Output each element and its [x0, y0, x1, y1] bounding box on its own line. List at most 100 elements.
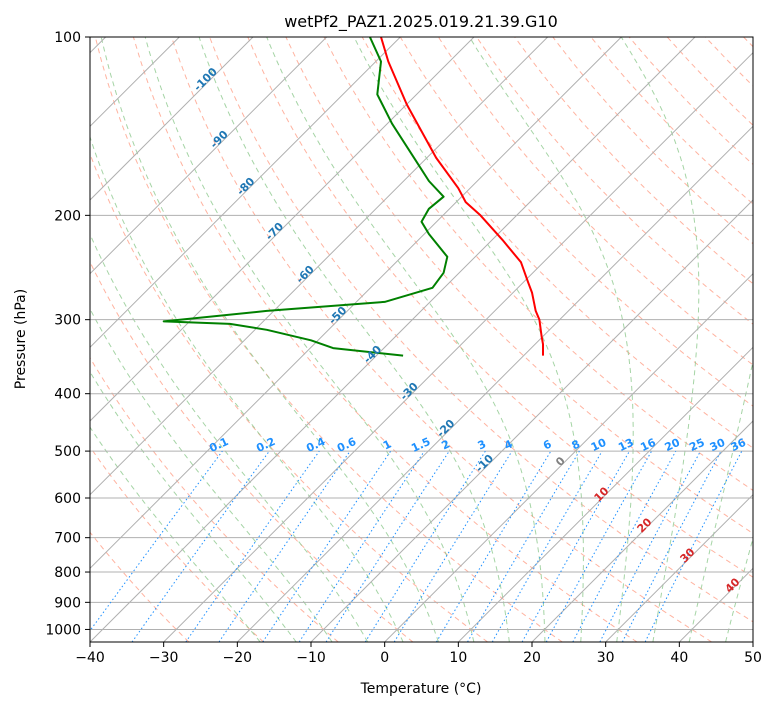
x-axis-ticks: −40 −30 −20 −10 0 10 20 30 40 50: [75, 642, 762, 666]
dry-adiabat: [704, 37, 753, 87]
x-tick-label: 50: [744, 650, 762, 666]
mixing-ratio-line: [218, 450, 351, 642]
mixing-ratio-label: 10: [589, 436, 609, 454]
dry-adiabat: [209, 37, 753, 623]
isotherm: [90, 37, 401, 349]
mixing-ratio-label: 0.1: [207, 435, 230, 455]
isotherm: [605, 493, 753, 642]
moist-adiabat: [725, 536, 753, 642]
dry-adiabat: [399, 37, 753, 407]
moist-adiabat: [90, 426, 261, 642]
x-tick-label: −10: [296, 650, 326, 666]
isotherm-label: -70: [263, 220, 286, 243]
isotherm: [236, 125, 753, 642]
isotherm-label: -50: [326, 304, 349, 327]
moist-adiabat: [100, 37, 439, 642]
mixing-ratio-line: [325, 450, 450, 642]
isotherm-label: -100: [191, 65, 220, 94]
mixing-ratio-line: [90, 450, 223, 632]
mixing-ratio-line: [393, 450, 513, 642]
dry-adiabat: [476, 37, 753, 325]
mixing-ratio-label: 6: [541, 437, 554, 452]
dry-adiabat: [90, 356, 339, 642]
y-tick-label: 1000: [45, 622, 81, 638]
reference-line-labels: 0.1 0.2 0.4 0.6 1 1.5 2 3 4 6 8 10 13 16 20 25 30 36-100-…: [191, 65, 748, 596]
isotherm: [384, 272, 753, 642]
isotherm: [90, 37, 549, 496]
isotherm: [90, 37, 254, 201]
moist-adiabat-label: 40: [723, 575, 743, 595]
mixing-ratio-line: [521, 450, 630, 642]
dry-adiabat: [247, 37, 753, 578]
profile-series: [162, 37, 544, 357]
chart-title: wetPf2_PAZ1.2025.019.21.39.G10: [284, 12, 558, 32]
moist-adiabat: [353, 37, 584, 642]
isotherm: [310, 199, 753, 642]
mixing-ratio-label: 0.2: [254, 435, 277, 455]
mixing-ratio-label: 1: [381, 437, 393, 452]
mixing-ratio-label: 30: [708, 436, 728, 454]
dry-adiabat: [90, 531, 190, 642]
x-tick-label: 0: [380, 650, 389, 666]
moist-adiabat-label: 20: [635, 515, 655, 535]
isotherm-label: -10: [473, 452, 496, 475]
dry-adiabat: [132, 37, 638, 642]
x-tick-label: 40: [670, 650, 688, 666]
mixing-ratio-label: 0.4: [304, 435, 327, 455]
y-tick-label: 900: [54, 595, 81, 611]
x-tick-label: 30: [597, 650, 615, 666]
isotherm: [90, 37, 475, 422]
mixing-ratio-label: 20: [663, 436, 683, 454]
plot-area: 0.1 0.2 0.4 0.6 1 1.5 2 3 4 6 8 10 13 16 20 25 30 36-100-…: [90, 37, 753, 642]
isotherm: [90, 37, 696, 642]
isotherm: [90, 37, 328, 275]
mixing-ratio-line: [364, 450, 486, 642]
moist-adiabat: [90, 135, 404, 642]
isotherm: [163, 51, 753, 642]
mixing-ratio-line: [131, 450, 270, 642]
plot-frame: [89, 36, 754, 643]
mixing-ratio-label: 36: [729, 436, 749, 454]
y-tick-label: 800: [54, 565, 81, 581]
mixing-ratio-label: 0.6: [335, 435, 358, 455]
x-tick-label: 10: [449, 650, 467, 666]
moist-adiabat: [688, 358, 753, 642]
dry-adiabat: [514, 37, 753, 285]
y-tick-label: 600: [54, 491, 81, 507]
mixing-ratio-label: 3: [476, 437, 488, 452]
y-tick-label: 200: [54, 208, 81, 224]
dry-adiabat: [171, 37, 712, 642]
dry-adiabat: [743, 37, 753, 48]
isotherm: [90, 37, 622, 570]
y-tick-label: 300: [54, 313, 81, 329]
dry-adiabat: [552, 37, 753, 245]
mixing-ratio-line: [644, 450, 743, 642]
x-tick-label: 20: [523, 650, 541, 666]
y-tick-label: 100: [54, 30, 81, 46]
moist-adiabat: [90, 308, 333, 642]
dry-adiabat: [361, 37, 753, 449]
y-axis-label: Pressure (hPa): [13, 289, 29, 389]
mixing-ratio-line: [435, 450, 552, 642]
dewpoint-profile-line: [162, 37, 449, 357]
isotherm-label: -40: [361, 343, 384, 366]
isotherm: [752, 641, 753, 642]
isotherm-label: -60: [294, 263, 317, 286]
dry-adiabat: [90, 260, 414, 642]
mixing-ratio-label: 25: [687, 436, 706, 454]
background-reference-lines: [90, 37, 753, 642]
y-tick-label: 700: [54, 531, 81, 547]
mixing-ratio-line: [545, 450, 653, 642]
y-axis-ticks: 100 200 300 400 500 600 700 800 900 1000: [45, 30, 90, 638]
dry-adiabat: [90, 446, 264, 642]
moist-adiabat: [90, 232, 369, 642]
mixing-ratio-label: 16: [638, 436, 658, 454]
mixing-ratio-label: 1.5: [409, 435, 432, 455]
mixing-ratio-line: [572, 450, 677, 642]
isotherm-label: -20: [434, 417, 457, 440]
mixing-ratio-line: [262, 450, 392, 642]
moist-adiabat: [90, 370, 297, 642]
moist-adiabat-label: 30: [678, 545, 698, 565]
dry-adiabat: [437, 37, 753, 366]
